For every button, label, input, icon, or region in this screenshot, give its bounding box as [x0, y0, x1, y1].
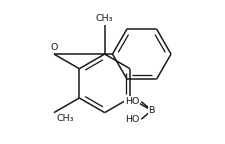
Text: CH₃: CH₃ — [56, 114, 74, 123]
Text: CH₃: CH₃ — [96, 14, 113, 23]
Text: B: B — [148, 106, 155, 115]
Text: HO: HO — [125, 97, 140, 106]
Text: HO: HO — [125, 115, 140, 124]
Text: O: O — [50, 43, 58, 52]
